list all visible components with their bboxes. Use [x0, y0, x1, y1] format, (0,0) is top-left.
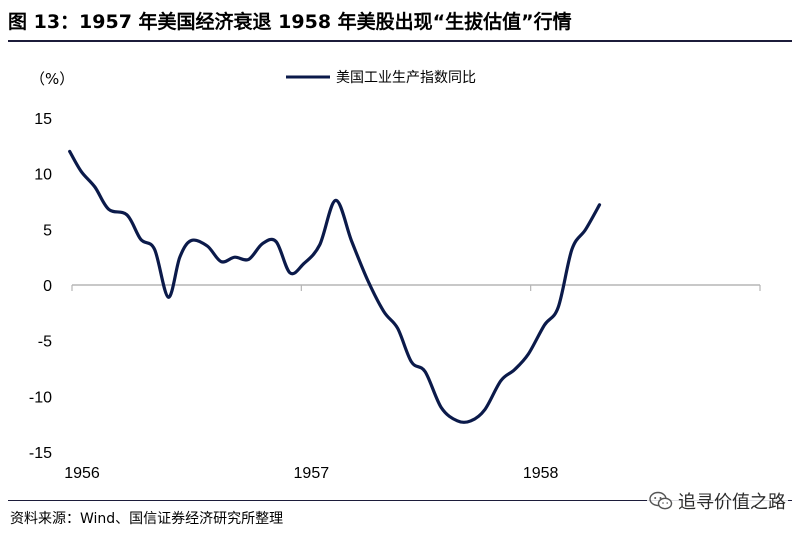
y-tick-label: -5 — [38, 334, 52, 351]
x-tick-label: 1957 — [294, 465, 330, 482]
x-tick-label: 1958 — [523, 465, 559, 482]
y-axis-unit-label: （%） — [30, 70, 74, 88]
axes: 15 10 5 0 -5 -10 -15 1956 1957 1958 — [29, 111, 761, 482]
y-tick-label: -15 — [29, 445, 52, 462]
source-note: 资料来源：Wind、国信证券经济研究所整理 — [10, 511, 284, 527]
wechat-icon — [649, 491, 673, 510]
y-tick-label: 5 — [43, 222, 52, 239]
legend: 美国工业生产指数同比 — [286, 70, 476, 86]
figure-title: 图 13：1957 年美国经济衰退 1958 年美股出现“生拔估值”行情 — [8, 11, 572, 33]
y-tick-label: 10 — [34, 167, 52, 184]
series-line-0 — [68, 149, 602, 424]
title-divider — [8, 40, 792, 42]
footer-divider — [8, 500, 792, 501]
legend-label: 美国工业生产指数同比 — [336, 70, 476, 86]
series-layer — [68, 149, 602, 424]
x-tick-label: 1956 — [64, 465, 100, 482]
y-tick-label: 15 — [34, 111, 52, 128]
watermark-text: 追寻价值之路 — [678, 492, 786, 513]
watermark: 追寻价值之路 — [647, 488, 788, 514]
y-tick-label: 0 — [43, 278, 52, 295]
y-tick-label: -10 — [29, 389, 52, 406]
